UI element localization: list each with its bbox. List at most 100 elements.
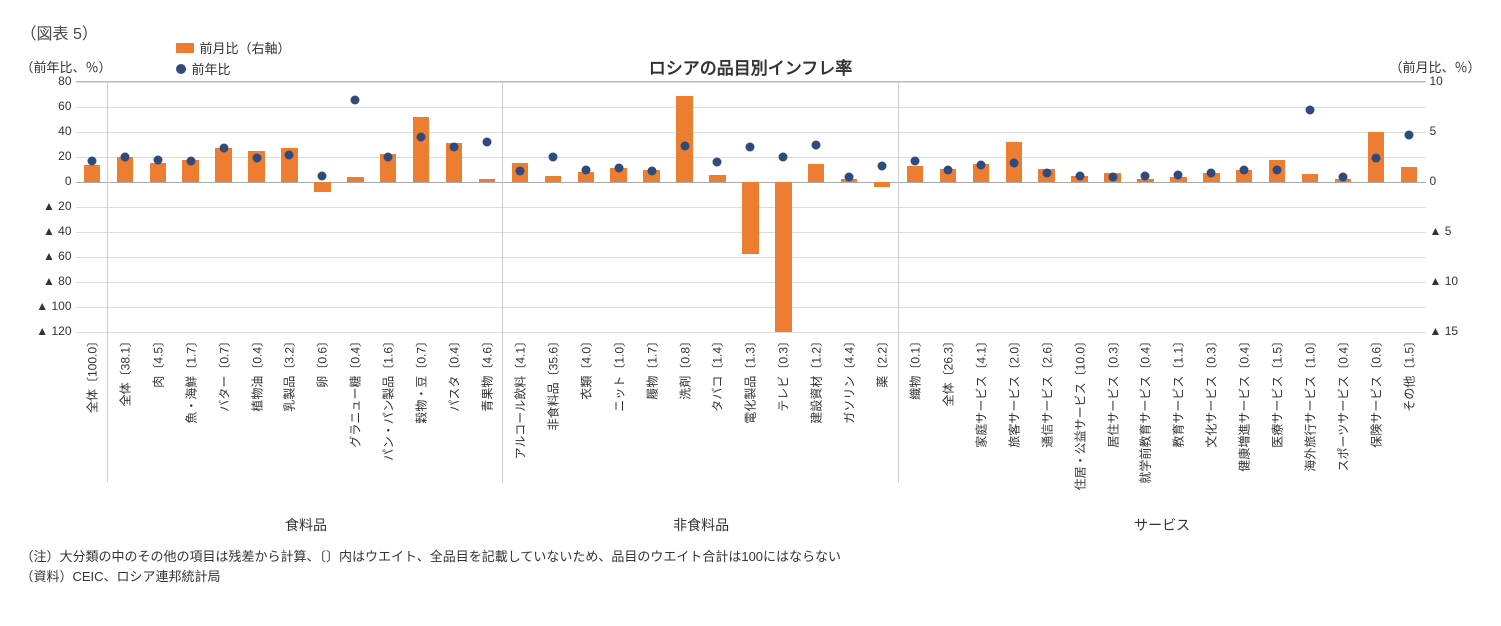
y-axis-right: 1050▲ 5▲ 10▲ 15 xyxy=(1426,81,1481,333)
y-left-tick: 0 xyxy=(65,174,72,188)
marker-yoy xyxy=(845,173,854,182)
bar-mom xyxy=(775,182,791,332)
data-column xyxy=(734,82,767,332)
group-label: 非食料品 xyxy=(504,515,899,535)
x-category-label: 青果物〔4.6〕 xyxy=(479,335,496,412)
x-category-label: 海外旅行サービス〔1.0〕 xyxy=(1302,335,1319,472)
x-category-label: 保険サービス〔0.6〕 xyxy=(1367,335,1384,448)
marker-yoy xyxy=(614,164,623,173)
bar-mom xyxy=(479,179,495,182)
bar-mom xyxy=(907,166,923,182)
footnotes: （注）大分類の中のその他の項目は残差から計算、〔〕内はウエイト、全品目を記載して… xyxy=(21,547,1481,586)
marker-yoy xyxy=(219,144,228,153)
data-column xyxy=(76,82,109,332)
data-column xyxy=(1294,82,1327,332)
y-left-tick: ▲ 20 xyxy=(43,199,72,213)
data-column xyxy=(931,82,964,332)
data-column xyxy=(240,82,273,332)
marker-yoy xyxy=(943,165,952,174)
y-left-tick: ▲ 60 xyxy=(43,249,72,263)
data-column xyxy=(569,82,602,332)
legend-dot-label: 前年比 xyxy=(192,59,231,78)
x-category-label: 魚・海鮮〔1.7〕 xyxy=(182,335,199,424)
x-category-label: 旅客サービス〔2.0〕 xyxy=(1005,335,1022,448)
marker-yoy xyxy=(1306,105,1315,114)
data-column xyxy=(339,82,372,332)
bar-mom xyxy=(215,148,231,182)
footnote-note: （注）大分類の中のその他の項目は残差から計算、〔〕内はウエイト、全品目を記載して… xyxy=(21,547,1481,567)
group-label xyxy=(76,515,109,535)
marker-yoy xyxy=(680,141,689,150)
marker-yoy xyxy=(252,154,261,163)
legend-item-dot: 前年比 xyxy=(176,59,291,78)
data-column xyxy=(1129,82,1162,332)
marker-yoy xyxy=(153,155,162,164)
y-right-tick: ▲ 5 xyxy=(1430,224,1452,238)
marker-yoy xyxy=(779,153,788,162)
y-left-tick: 20 xyxy=(58,149,71,163)
x-category-label: 乳製品〔3.2〕 xyxy=(281,335,298,412)
y-left-tick: ▲ 80 xyxy=(43,274,72,288)
x-category-label: 全体〔38.1〕 xyxy=(116,335,133,406)
data-column xyxy=(141,82,174,332)
data-column xyxy=(108,82,141,332)
marker-yoy xyxy=(548,153,557,162)
x-category-label: スポーツサービス〔0.4〕 xyxy=(1334,335,1351,471)
data-column xyxy=(1327,82,1360,332)
group-label: 食料品 xyxy=(108,515,503,535)
data-column xyxy=(1096,82,1129,332)
marker-yoy xyxy=(1338,173,1347,182)
bar-mom xyxy=(413,117,429,182)
marker-yoy xyxy=(87,156,96,165)
category-group-labels: 食料品非食料品サービス xyxy=(76,515,1426,535)
dot-swatch-icon xyxy=(176,64,186,74)
data-column xyxy=(997,82,1030,332)
x-category-label: テレビ〔0.3〕 xyxy=(775,335,792,412)
data-column xyxy=(1063,82,1096,332)
y-axis-left: 806040200▲ 20▲ 40▲ 60▲ 80▲ 100▲ 120 xyxy=(21,81,76,333)
data-column xyxy=(1162,82,1195,332)
data-column xyxy=(174,82,207,332)
data-column xyxy=(536,82,569,332)
marker-yoy xyxy=(746,143,755,152)
y-right-tick: ▲ 15 xyxy=(1430,324,1459,338)
x-category-label: アルコール飲料〔4.1〕 xyxy=(511,335,528,459)
marker-yoy xyxy=(120,153,129,162)
data-column xyxy=(833,82,866,332)
marker-yoy xyxy=(285,150,294,159)
data-column xyxy=(438,82,471,332)
x-category-label: ガソリン〔4.4〕 xyxy=(841,335,858,424)
marker-yoy xyxy=(1042,169,1051,178)
marker-yoy xyxy=(812,140,821,149)
y-left-tick: ▲ 40 xyxy=(43,224,72,238)
marker-yoy xyxy=(1141,171,1150,180)
data-column xyxy=(1195,82,1228,332)
x-category-label: 建設資材〔1.2〕 xyxy=(808,335,825,424)
x-category-label: 植物油〔0.4〕 xyxy=(248,335,265,412)
bar-mom xyxy=(676,96,692,182)
bar-mom xyxy=(347,177,363,182)
legend-bar-label: 前月比（右軸） xyxy=(200,38,291,57)
chart-title: ロシアの品目別インフレ率 xyxy=(112,54,1390,79)
y-right-tick: ▲ 10 xyxy=(1430,274,1459,288)
data-column xyxy=(1359,82,1392,332)
x-axis-labels: 全体〔100.0〕全体〔38.1〕肉〔4.5〕魚・海鮮〔1.7〕バター〔0.7〕… xyxy=(76,335,1426,510)
data-column xyxy=(503,82,536,332)
bar-mom xyxy=(808,164,824,182)
x-category-label: 家庭サービス〔4.1〕 xyxy=(972,335,989,448)
marker-yoy xyxy=(1108,173,1117,182)
data-column xyxy=(1228,82,1261,332)
data-column xyxy=(1261,82,1294,332)
data-column xyxy=(635,82,668,332)
marker-yoy xyxy=(1009,159,1018,168)
bar-mom xyxy=(150,163,166,182)
data-column xyxy=(602,82,635,332)
x-category-label: 医療サービス〔1.5〕 xyxy=(1269,335,1286,448)
x-category-label: 健康増進サービス〔0.4〕 xyxy=(1236,335,1253,472)
marker-yoy xyxy=(581,165,590,174)
data-column xyxy=(668,82,701,332)
y-right-tick: 0 xyxy=(1430,174,1437,188)
bar-mom xyxy=(1401,167,1417,182)
marker-yoy xyxy=(1371,154,1380,163)
x-category-label: 住居・公益サービス〔10.0〕 xyxy=(1071,335,1088,490)
